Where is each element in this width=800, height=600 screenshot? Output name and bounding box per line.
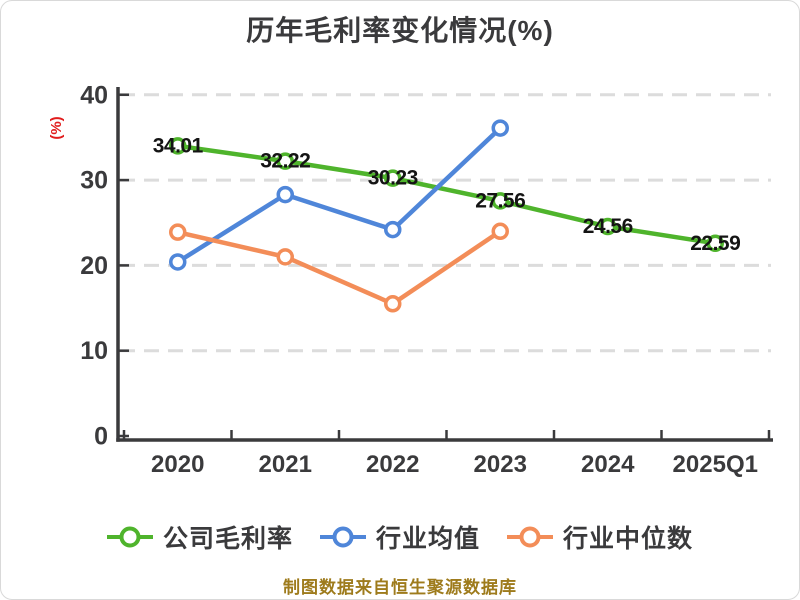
x-tick-label-2023: 2023 xyxy=(474,451,527,478)
data-source-note: 制图数据来自恒生聚源数据库 xyxy=(283,578,517,597)
data-point-company-gross-margin-2021 xyxy=(276,152,294,170)
legend-item-industry-average: 行业均值 xyxy=(319,519,480,555)
legend-label: 行业中位数 xyxy=(563,525,694,553)
data-point-company-gross-margin-2023 xyxy=(491,192,509,210)
line-marker-icon xyxy=(507,526,553,548)
series-line-industry-average xyxy=(175,125,503,265)
data-point-industry-median-2020 xyxy=(169,223,187,241)
y-tick-label-0: 0 xyxy=(94,423,108,451)
y-axis-unit-label: (%) xyxy=(48,116,65,139)
legend-item-industry-median: 行业中位数 xyxy=(507,519,693,555)
line-marker-icon xyxy=(319,526,366,548)
line-marker-icon xyxy=(106,526,153,548)
data-point-company-gross-margin-2020 xyxy=(169,137,187,155)
data-point-company-gross-margin-2024 xyxy=(599,217,617,236)
value-label-company-gross-margin-2022: 30.23 xyxy=(368,167,418,190)
x-tick-label-2024: 2024 xyxy=(581,451,635,478)
legend-item-company-gross-margin: 公司毛利率 xyxy=(106,519,293,555)
legend-label: 公司毛利率 xyxy=(162,525,293,553)
y-tick-label-10: 10 xyxy=(80,337,108,365)
chart-title: 历年毛利率变化情况(%) xyxy=(246,15,554,46)
data-point-company-gross-margin-2025Q1 xyxy=(706,234,724,253)
x-tick-label-2020: 2020 xyxy=(151,451,204,478)
value-label-company-gross-margin-2023: 27.56 xyxy=(475,189,525,212)
x-tick-label-2021: 2021 xyxy=(259,451,312,478)
chart-legend: 公司毛利率 行业均值 行业中位数 xyxy=(1,519,799,555)
data-point-industry-median-2023 xyxy=(491,222,509,241)
data-point-industry-average-2022 xyxy=(384,220,402,239)
value-label-company-gross-margin-2024: 24.56 xyxy=(583,215,633,238)
data-point-industry-average-2020 xyxy=(169,253,187,271)
data-point-industry-average-2021 xyxy=(276,185,294,204)
legend-label: 行业均值 xyxy=(375,525,480,553)
value-label-company-gross-margin-2020: 34.01 xyxy=(153,134,204,157)
value-label-company-gross-margin-2025Q1: 22.59 xyxy=(690,232,740,255)
data-point-company-gross-margin-2022 xyxy=(384,169,402,187)
data-point-industry-median-2021 xyxy=(276,248,294,266)
x-tick-label-2022: 2022 xyxy=(366,451,419,478)
y-tick-label-20: 20 xyxy=(80,252,108,280)
series-line-company-gross-margin xyxy=(175,143,718,246)
y-tick-label-30: 30 xyxy=(80,167,108,195)
y-tick-label-40: 40 xyxy=(80,81,108,109)
data-point-industry-median-2022 xyxy=(384,295,402,313)
series-line-industry-median xyxy=(175,229,503,307)
value-label-company-gross-margin-2021: 32.22 xyxy=(260,150,310,173)
data-point-industry-average-2023 xyxy=(491,119,509,137)
x-tick-label-2025Q1: 2025Q1 xyxy=(673,451,758,478)
